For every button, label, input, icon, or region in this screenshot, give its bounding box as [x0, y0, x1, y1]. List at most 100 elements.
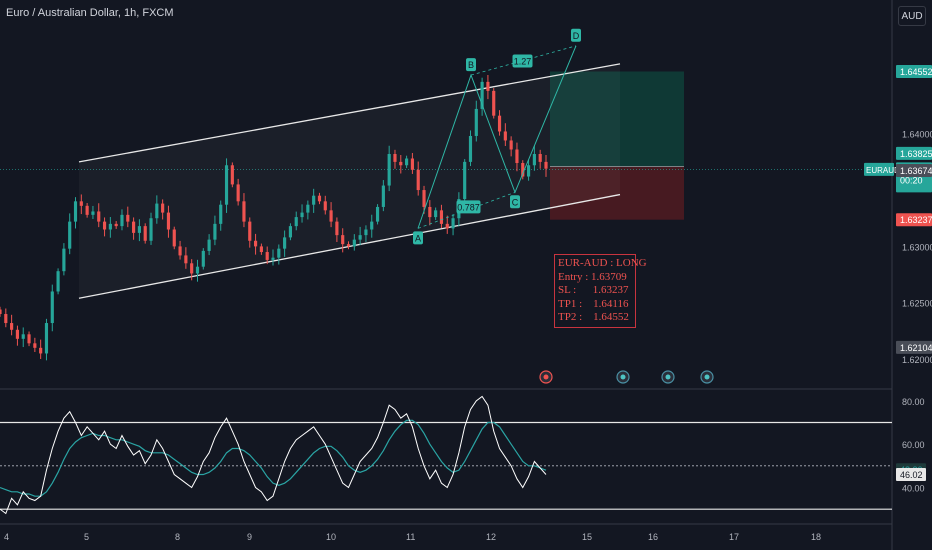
price-tag-label: 1.63825 [900, 149, 932, 159]
candle-body [352, 239, 356, 247]
harmonic-point-label: B [468, 60, 474, 70]
candle-body [393, 153, 397, 162]
candle-body [97, 211, 101, 222]
long-target-zone [550, 71, 684, 167]
candle-body [317, 195, 322, 202]
price-tag-label: 1.62104 [900, 343, 932, 353]
candle-body [526, 165, 531, 177]
price-tag-label: 1.63237 [900, 215, 932, 225]
candle-body [468, 135, 473, 162]
candle-body [312, 195, 316, 205]
price-axis-tick: 1.64000 [902, 130, 932, 140]
candle-body [27, 334, 31, 344]
time-axis-tick: 10 [326, 532, 336, 542]
candle-body [213, 223, 217, 240]
candle-body [219, 204, 223, 224]
candle-body [195, 266, 200, 274]
candle-body [323, 201, 327, 211]
candle-body [451, 218, 455, 229]
long-stop-zone [550, 166, 684, 220]
time-axis-tick: 9 [247, 532, 252, 542]
candle-body [248, 221, 252, 241]
candle-body [50, 291, 54, 324]
trade-note-line: EUR-AUD : LONG [558, 257, 647, 269]
candle-body [230, 165, 234, 185]
candle-body [0, 309, 2, 315]
candle-body [271, 257, 275, 260]
candle-body [480, 81, 484, 109]
candle-body [265, 252, 269, 260]
candle-body [381, 185, 385, 207]
candle-body [538, 153, 542, 162]
price-axis-tick: 1.63000 [902, 242, 932, 252]
trade-setup-note: EUR-AUD : LONG Entry : 1.63709 SL : 1.63… [554, 254, 647, 328]
chart-title: Euro / Australian Dollar, 1h, FXCM [6, 7, 174, 19]
price-tag-countdown: 00:20 [900, 175, 923, 185]
candle-body [102, 221, 107, 230]
candle-body [120, 214, 124, 227]
candle-body [532, 153, 536, 166]
earnings-event-icon-dot [620, 374, 626, 380]
candle-body [370, 221, 374, 230]
candle-body [56, 271, 60, 292]
harmonic-point-tag [466, 58, 476, 72]
candle-body [283, 237, 287, 249]
price-tag [896, 146, 932, 160]
time-axis-tick: 12 [486, 532, 496, 542]
candle-body [242, 201, 246, 222]
candle-body [358, 235, 362, 240]
ratio-tag [456, 200, 481, 214]
candle-body [259, 246, 263, 253]
trade-note-line: TP1 : 1.64116 [558, 297, 629, 310]
time-axis-tick: 4 [4, 532, 9, 542]
price-tag [896, 340, 932, 354]
harmonic-point-label: A [415, 233, 421, 243]
candle-body [190, 263, 194, 274]
rsi-axis-tick: 60.00 [902, 440, 925, 450]
candle-body [335, 221, 339, 236]
time-axis-tick: 8 [175, 532, 180, 542]
candle-body [126, 214, 130, 222]
harmonic-point-label: D [573, 31, 580, 41]
candle-body [44, 323, 49, 354]
price-tag [896, 213, 932, 227]
candle-body [68, 221, 72, 249]
candle-body [62, 248, 66, 272]
currency-button[interactable]: AUD [898, 6, 926, 26]
candle-body [236, 184, 240, 202]
candle-body [497, 115, 502, 132]
dividend-event-icon-dot [704, 374, 710, 380]
ratio-label: 0.787 [457, 202, 480, 212]
candle-body [474, 108, 478, 136]
time-axis-tick: 16 [648, 532, 658, 542]
candle-body [405, 158, 409, 166]
harmonic-pattern-legs [417, 45, 577, 229]
candle-body [184, 255, 188, 264]
candle-body [416, 169, 420, 191]
candle-body [445, 223, 449, 229]
trade-note-line: TP2 : 1.64552 [558, 311, 629, 323]
candle-body [166, 212, 171, 230]
time-axis-tick: 11 [406, 532, 415, 542]
candle-body [73, 201, 78, 222]
candle-body [21, 334, 25, 339]
candle-body [544, 161, 548, 169]
candle-body [486, 81, 490, 91]
candle-body [155, 203, 159, 219]
rsi-value-label: 46.02 [900, 470, 923, 480]
price-tag [896, 65, 932, 79]
candle-body [294, 217, 298, 227]
candle-body [428, 206, 432, 218]
candle-body [4, 314, 8, 324]
candle-body [10, 323, 14, 330]
candle-body [346, 244, 351, 247]
time-axis-tick: 18 [811, 532, 821, 542]
rsi-ma-line [0, 419, 547, 497]
harmonic-point-label: C [512, 197, 519, 207]
candle-body [509, 140, 513, 150]
candle-body [300, 212, 304, 218]
candle-body [172, 229, 176, 247]
harmonic-point-tag [571, 28, 581, 42]
candle-body [492, 90, 496, 116]
